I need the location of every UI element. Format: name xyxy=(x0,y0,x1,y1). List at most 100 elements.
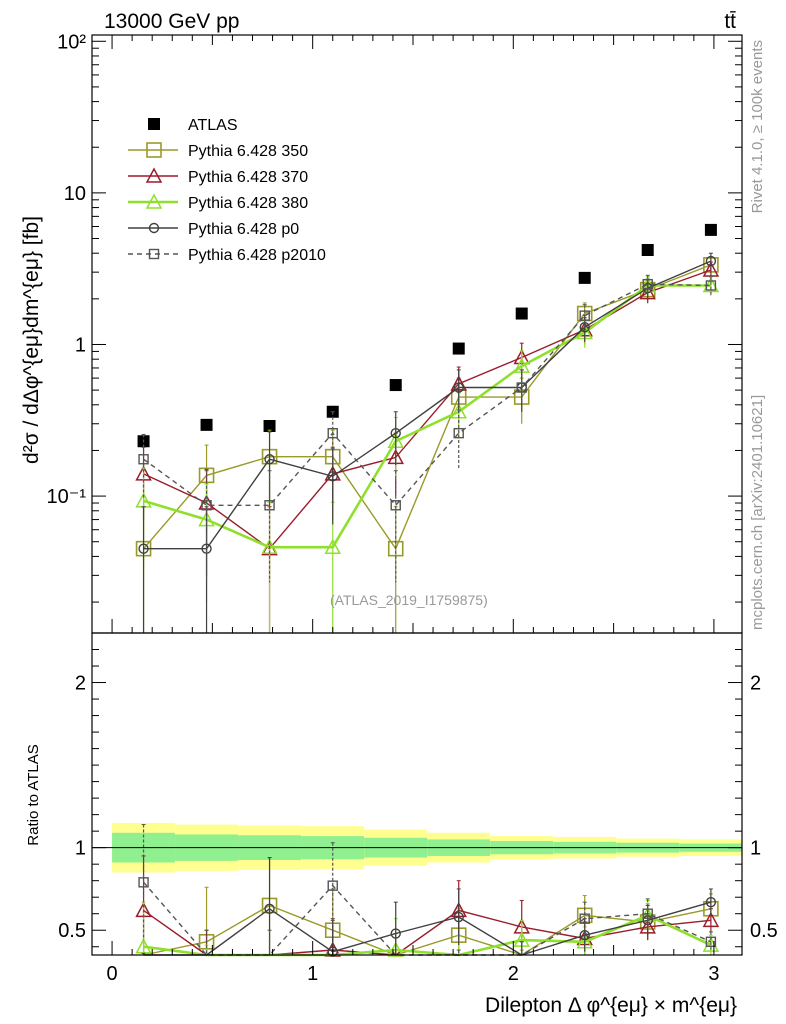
xtick-label: 1 xyxy=(307,963,318,985)
main-point-p2010-9 xyxy=(705,280,717,291)
main-point-atlas-2 xyxy=(263,419,276,432)
main-series-p350 xyxy=(135,256,719,633)
x-axis-label: Dilepton Δ φ^{eμ} × m^{eμ} xyxy=(485,994,737,1017)
ratio-point-p0-5 xyxy=(453,911,464,923)
main-point-p2010-6 xyxy=(516,382,527,393)
main-point-p2010-8 xyxy=(642,278,653,290)
main-point-p0-5 xyxy=(453,382,464,393)
main-point-p2010-1 xyxy=(201,500,212,511)
ratio-ytick-label-right: 2 xyxy=(750,673,761,695)
main-ytick-label: 10² xyxy=(57,31,86,53)
legend-label-p370: Pythia 6.428 370 xyxy=(188,169,308,186)
ratio-ytick-label-right: 0.5 xyxy=(750,920,778,942)
ratio-point-p370-9 xyxy=(702,911,720,928)
ratio-line-p350 xyxy=(143,904,712,956)
ratio-line-p380 xyxy=(143,913,712,957)
axes-group: 10⁻¹ 1 10 10² 0 1 2 3 0.5 0.5 1 1 2 2 xyxy=(47,31,778,985)
main-point-atlas-8 xyxy=(641,243,654,256)
legend-marker-p2010 xyxy=(148,248,160,260)
xtick-label: 3 xyxy=(708,963,719,985)
legend-marker-p380 xyxy=(145,193,163,209)
ratio-series-p0 xyxy=(141,857,717,957)
ratio-point-p380-0 xyxy=(135,938,152,954)
ratio-series-p370 xyxy=(135,855,720,957)
ratio-line-p0 xyxy=(143,901,712,956)
rivet-label: Rivet 4.1.0, ≥ 100k events xyxy=(749,40,766,213)
ratio-point-p2010-7 xyxy=(579,913,590,924)
main-line-p370 xyxy=(143,269,712,550)
ratio-point-p2010-9 xyxy=(705,936,717,947)
ratio-point-p2010-8 xyxy=(642,908,653,919)
main-line-p380 xyxy=(143,284,711,549)
ratio-point-p0-9 xyxy=(705,896,717,908)
main-point-p0-3 xyxy=(327,471,338,482)
analysis-label: (ATLAS_2019_I1759875) xyxy=(330,592,488,608)
main-point-p2010-5 xyxy=(453,427,464,439)
ratio-series-p380 xyxy=(135,900,720,957)
ratio-y-axis-label: Ratio to ATLAS xyxy=(25,744,42,845)
main-point-atlas-5 xyxy=(452,342,465,355)
legend-marker-p350 xyxy=(146,142,162,158)
main-point-p0-9 xyxy=(705,255,717,267)
legend-marker-p370 xyxy=(145,167,163,183)
legend-item-p350: Pythia 6.428 350 xyxy=(128,142,308,160)
main-series-p2010 xyxy=(138,274,717,583)
ratio-line-p2010 xyxy=(143,881,712,956)
ratio-point-p2010-0 xyxy=(138,877,149,888)
main-ytick-label: 10⁻¹ xyxy=(47,486,87,508)
ratio-point-p0-4 xyxy=(390,928,401,939)
main-series-p380 xyxy=(135,276,720,633)
ratio-ytick-label: 2 xyxy=(75,673,86,695)
ratio-point-p0-7 xyxy=(579,929,590,941)
ratio-frame xyxy=(91,632,743,956)
xtick-label: 2 xyxy=(508,963,519,985)
main-point-p0-2 xyxy=(264,454,275,465)
main-point-atlas-9 xyxy=(704,223,717,236)
ratio-ytick-label-right: 1 xyxy=(750,838,761,860)
main-series-p0 xyxy=(138,252,717,633)
mcplots-label: mcplots.cern.ch [arXiv:2401.10621] xyxy=(749,395,766,630)
legend-label-atlas: ATLAS xyxy=(188,117,238,134)
main-point-p2010-0 xyxy=(138,454,149,465)
legend-marker-p0 xyxy=(148,222,160,234)
ratio-series-p350 xyxy=(141,857,719,956)
main-point-atlas-6 xyxy=(515,307,528,320)
main-point-p0-0 xyxy=(138,543,149,554)
legend-label-p350: Pythia 6.428 350 xyxy=(188,143,308,160)
main-point-p2010-4 xyxy=(390,500,401,511)
legend-item-p2010: Pythia 6.428 p2010 xyxy=(128,247,326,264)
ratio-ytick-label: 0.5 xyxy=(58,920,86,942)
legend-item-atlas: ATLAS xyxy=(148,117,238,134)
header-left: 13000 GeV pp xyxy=(104,10,239,33)
main-point-p2010-2 xyxy=(264,500,275,511)
main-point-atlas-1 xyxy=(200,418,213,431)
legend: ATLAS Pythia 6.428 350 Pythia 6.428 370 Pyt… xyxy=(128,117,326,264)
xtick-label: 0 xyxy=(106,963,117,985)
ratio-ytick-label: 1 xyxy=(75,838,86,860)
ratio-point-p2010-3 xyxy=(327,880,338,891)
legend-label-p2010: Pythia 6.428 p2010 xyxy=(188,247,326,264)
main-line-p350 xyxy=(143,264,712,551)
legend-label-p0: Pythia 6.428 p0 xyxy=(188,221,299,238)
main-ytick-label: 1 xyxy=(75,334,86,356)
legend-marker-atlas xyxy=(148,118,160,130)
legend-item-p380: Pythia 6.428 380 xyxy=(128,193,308,212)
main-point-p2010-7 xyxy=(579,310,590,321)
main-y-axis-label: d²σ / dΔφ^{eμ}dm^{eμ} [fb] xyxy=(20,216,43,464)
legend-item-p370: Pythia 6.428 370 xyxy=(128,167,308,186)
main-point-p380-3 xyxy=(324,538,341,554)
main-point-p0-4 xyxy=(390,427,401,439)
main-line-p0 xyxy=(143,260,712,550)
main-point-atlas-4 xyxy=(389,379,402,392)
legend-item-p0: Pythia 6.428 p0 xyxy=(128,221,299,238)
legend-label-p380: Pythia 6.428 380 xyxy=(188,195,308,212)
main-point-p370-9 xyxy=(702,261,720,277)
main-line-p2010 xyxy=(143,283,711,507)
header-right: tt̄ xyxy=(724,10,736,33)
main-series-group xyxy=(135,223,720,633)
ratio-point-p0-2 xyxy=(264,903,275,914)
ratio-point-p380-4 xyxy=(387,941,404,957)
main-point-p0-7 xyxy=(579,322,590,333)
ratio-point-p0-3 xyxy=(327,946,338,957)
